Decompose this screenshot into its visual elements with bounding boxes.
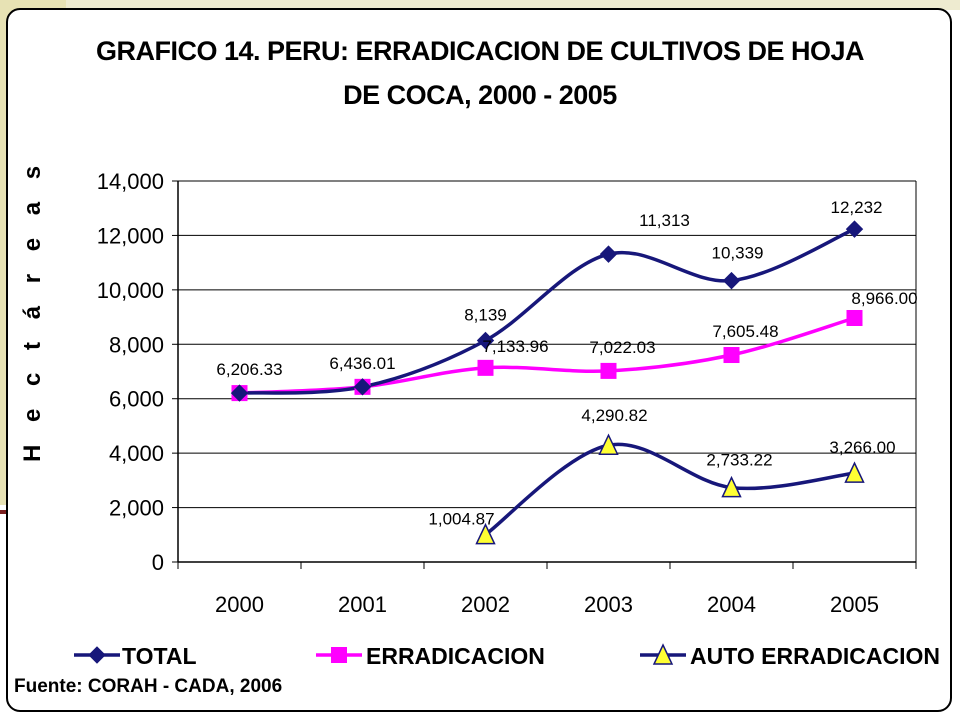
data-label: 8,966.00 — [851, 289, 917, 308]
decorative-top-bar — [66, 0, 960, 10]
data-label: 3,266.00 — [829, 438, 895, 457]
auto-erradicacion-line — [484, 442, 855, 537]
data-label: 6,436.01 — [329, 354, 395, 373]
auto-erradicacion-marker — [721, 475, 742, 498]
total-marker — [722, 271, 741, 290]
axes: 0 2,000 4,000 6,000 8,000 10,000 12,000 14,000 2… — [97, 169, 917, 617]
x-tick-label: 2000 — [215, 592, 264, 617]
y-tick-label: 2,000 — [109, 496, 164, 521]
total-line — [239, 227, 856, 395]
y-tick-label: 10,000 — [97, 278, 164, 303]
data-label: 1,004.87 — [428, 510, 494, 529]
data-label: 11,313 — [639, 211, 690, 230]
legend-label: AUTO ERRADICACION — [690, 643, 940, 669]
y-tick-label: 14,000 — [97, 169, 164, 194]
y-tick-label: 6,000 — [109, 387, 164, 412]
auto-erradicacion-marker — [475, 522, 496, 545]
y-axis-label: H e c t á r e a s — [19, 158, 46, 462]
erradicacion-marker — [477, 359, 494, 376]
gridlines — [178, 180, 916, 509]
legend: TOTAL ERRADICACION AUTO ERRADICACION — [74, 643, 940, 669]
x-tick-label: 2004 — [707, 592, 756, 617]
chart-title: GRAFICO 14. PERU: ERRADICACION DE CULTIV… — [95, 36, 865, 66]
total-marker — [599, 245, 618, 263]
legend-label: TOTAL — [122, 643, 197, 669]
erradicacion-marker — [723, 347, 740, 364]
data-labels: 8,139 11,313 10,339 12,232 6,206.33 6,436.01 7… — [216, 198, 917, 529]
y-tick-label: 8,000 — [109, 332, 164, 357]
legend-label: ERRADICACION — [366, 643, 545, 669]
legend-marker — [331, 647, 347, 663]
data-label: 7,605.48 — [712, 322, 778, 341]
y-tick-label: 4,000 — [109, 441, 164, 466]
y-tick-label: 0 — [152, 550, 164, 575]
auto-erradicacion-marker — [598, 433, 619, 455]
total-marker — [353, 378, 372, 396]
data-label: 6,206.33 — [216, 360, 282, 379]
data-label: 10,339 — [712, 244, 764, 263]
x-tick-label: 2002 — [461, 592, 510, 617]
legend-marker — [652, 643, 674, 665]
source-note: Fuente: CORAH - CADA, 2006 — [14, 676, 283, 697]
total-marker — [845, 220, 864, 238]
y-tick-label: 12,000 — [97, 223, 164, 248]
data-label: 4,290.82 — [581, 406, 647, 425]
data-label: 7,133.96 — [482, 337, 548, 356]
series-lines — [239, 227, 856, 537]
total-marker — [230, 384, 249, 402]
erradicacion-marker — [846, 309, 863, 326]
x-tick-label: 2001 — [338, 592, 387, 617]
series-markers — [230, 220, 865, 545]
chart-subtitle: DE COCA, 2000 - 2005 — [343, 80, 617, 110]
total-marker — [476, 331, 495, 350]
legend-marker — [88, 646, 106, 664]
data-label: 8,139 — [464, 306, 507, 325]
auto-erradicacion-marker — [844, 461, 865, 483]
x-tick-label: 2005 — [830, 592, 879, 617]
data-label: 2,733.22 — [706, 451, 772, 470]
data-label: 7,022.03 — [589, 338, 655, 357]
erradicacion-marker — [600, 362, 617, 379]
data-label: 12,232 — [831, 198, 883, 217]
x-tick-label: 2003 — [584, 592, 633, 617]
